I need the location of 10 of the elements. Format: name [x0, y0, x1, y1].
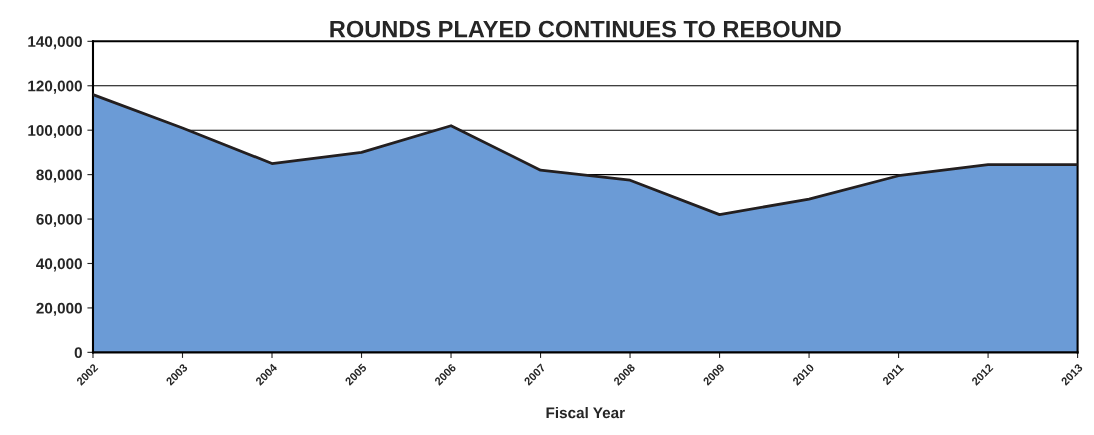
- y-tick-label: 120,000: [28, 80, 82, 94]
- y-tick-label: 20,000: [36, 302, 82, 316]
- y-tick-label: 140,000: [28, 36, 82, 50]
- y-tick-label: 40,000: [36, 258, 82, 272]
- y-tick-label: 80,000: [36, 169, 82, 183]
- chart-title: ROUNDS PLAYED CONTINUES TO REBOUND: [330, 20, 841, 38]
- y-tick-label: 60,000: [36, 213, 82, 227]
- x-axis-title: Fiscal Year: [546, 407, 625, 419]
- y-tick-label: 100,000: [28, 125, 82, 139]
- y-tick-label: 0: [74, 347, 82, 359]
